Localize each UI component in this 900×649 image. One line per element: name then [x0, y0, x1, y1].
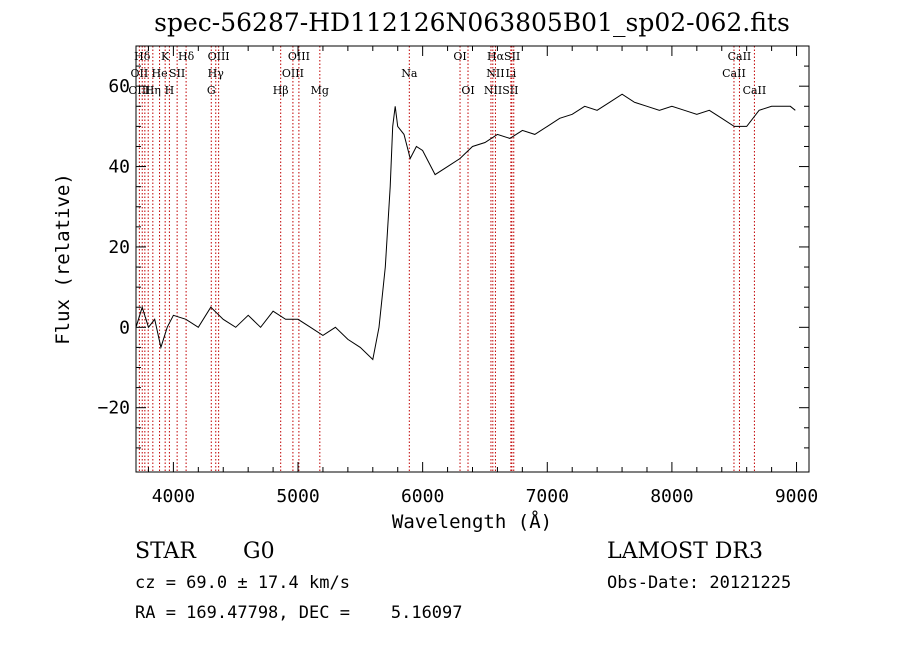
- marker-label: He: [152, 67, 168, 80]
- x-tick-label: 7000: [526, 486, 569, 507]
- y-tick-label: 40: [108, 157, 130, 178]
- marker-label: Li: [505, 67, 516, 80]
- marker-label: CaII: [722, 67, 746, 80]
- marker-label: OI: [461, 84, 474, 97]
- object-class: STAR: [135, 539, 196, 564]
- axis-ticks: [136, 46, 809, 472]
- line-markers: Hδ K Hδ OIII OIII OI HαSII CaII OII He SII Hγ OIII Na…: [128, 46, 766, 472]
- x-tick-label: 5000: [276, 486, 319, 507]
- coordinates: RA = 169.47798, DEC = 5.16097: [135, 603, 463, 623]
- spectrum-series: [135, 93, 796, 361]
- marker-label: OIII: [208, 50, 230, 63]
- observation-date: Obs-Date: 20121225: [607, 573, 792, 593]
- plot-frame: [135, 45, 810, 473]
- x-axis-label: Wavelength (Å): [392, 510, 552, 533]
- chart-title: spec-56287-HD112126N063805B01_sp02-062.f…: [154, 8, 790, 37]
- marker-label: Hη: [145, 84, 161, 97]
- axis-tick-labels: 4000 5000 6000 7000 8000 9000 −20 0 20 40 60: [97, 76, 818, 507]
- marker-label: Hδ: [178, 50, 195, 63]
- marker-label: Na: [401, 67, 418, 80]
- marker-label: CaII: [728, 50, 752, 63]
- x-tick-label: 4000: [152, 486, 195, 507]
- marker-label: HαSII: [487, 50, 520, 63]
- marker-label: Hδ: [134, 50, 151, 63]
- redshift-velocity: cz = 69.0 ± 17.4 km/s: [135, 573, 350, 593]
- y-tick-label: 0: [119, 317, 130, 338]
- y-tick-label: −20: [97, 398, 130, 419]
- survey-name: LAMOST DR3: [607, 539, 763, 564]
- y-tick-label: 20: [108, 237, 130, 258]
- marker-label: CaII: [743, 84, 767, 97]
- marker-label: H: [165, 84, 175, 97]
- marker-label: OIII: [282, 67, 304, 80]
- marker-label: Mg: [311, 84, 329, 97]
- x-tick-label: 6000: [401, 486, 444, 507]
- marker-label: OII: [131, 67, 149, 80]
- x-tick-label: 9000: [775, 486, 818, 507]
- marker-label: Hγ: [208, 67, 225, 80]
- y-axis-label: Flux (relative): [52, 173, 74, 345]
- marker-label: K: [161, 50, 170, 63]
- marker-label: G: [207, 84, 216, 97]
- y-tick-label: 60: [108, 76, 130, 97]
- marker-label: OI: [453, 50, 466, 63]
- marker-label: OIII: [288, 50, 310, 63]
- subclass: G0: [243, 539, 275, 564]
- spectrum-line: [135, 93, 796, 361]
- marker-label: NIISII: [484, 84, 519, 97]
- marker-label: NII: [486, 67, 504, 80]
- marker-label: Hβ: [273, 84, 289, 97]
- marker-label: SII: [169, 67, 185, 80]
- marker-label: OIII: [128, 84, 150, 97]
- x-tick-label: 8000: [650, 486, 693, 507]
